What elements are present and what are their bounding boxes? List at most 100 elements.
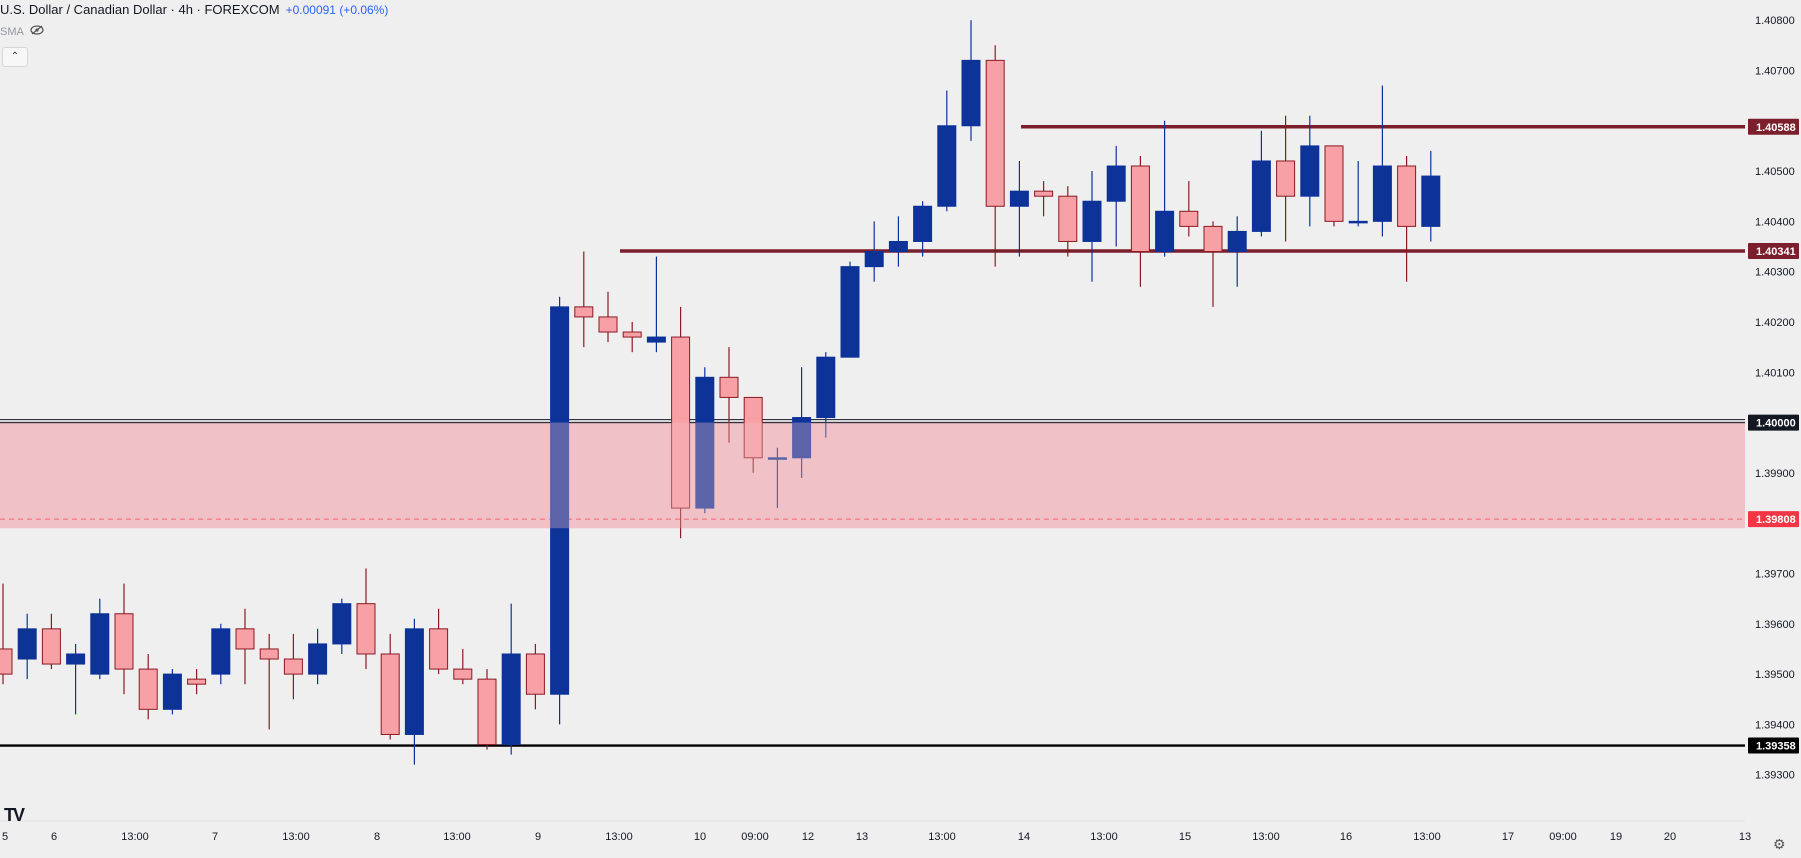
candle-body — [767, 457, 787, 460]
candle-body — [574, 306, 594, 318]
candle-body — [259, 648, 279, 660]
candle-body — [66, 653, 86, 665]
candle-body — [743, 396, 763, 459]
x-tick-label: 13:00 — [1413, 831, 1441, 843]
candle-body — [41, 628, 61, 665]
indicator-label[interactable]: SMA — [0, 25, 24, 38]
x-tick-label: 6 — [51, 831, 57, 843]
x-tick-label: 10 — [694, 831, 706, 843]
candle-body — [283, 658, 303, 675]
candle-body — [598, 316, 618, 333]
level-label: 1.40341 — [1756, 246, 1796, 258]
candle-body — [356, 603, 376, 655]
candle-body — [114, 613, 134, 670]
level-label-bg — [1748, 511, 1799, 528]
symbol-title[interactable]: U.S. Dollar / Canadian Dollar · 4h · FOR… — [0, 2, 280, 17]
chevron-up-icon[interactable]: ⌃ — [2, 47, 28, 67]
candle-body — [429, 628, 449, 670]
x-tick-label: 13 — [856, 831, 868, 843]
x-tick-label: 14 — [1018, 831, 1030, 843]
y-tick-label: 1.40500 — [1755, 166, 1795, 178]
eye-off-icon[interactable] — [30, 25, 44, 38]
candle-body — [404, 628, 424, 735]
candle-body — [864, 251, 884, 268]
candle-body — [671, 336, 691, 509]
level-label-bg — [1748, 414, 1799, 431]
candle-body — [816, 356, 836, 419]
candle-body — [1009, 190, 1029, 207]
candle-body — [453, 668, 473, 680]
candle-body — [525, 653, 545, 695]
candle-body — [1251, 160, 1271, 232]
x-tick-label: 13 — [1739, 831, 1751, 843]
candle-body — [840, 266, 860, 358]
candle-body — [1082, 200, 1102, 242]
x-tick-label: 16 — [1340, 831, 1352, 843]
y-tick-label: 1.39300 — [1755, 770, 1795, 782]
candle-body — [792, 417, 812, 459]
x-tick-label: 9 — [535, 831, 541, 843]
candle-body — [17, 628, 37, 660]
support-zone — [0, 422, 1745, 529]
level-label-bg — [1748, 118, 1799, 135]
x-tick-label: 15 — [1179, 831, 1191, 843]
candle-body — [695, 376, 715, 509]
x-tick-label: 13:00 — [928, 831, 956, 843]
support-zone-overlay — [0, 422, 1745, 529]
candle-body — [622, 331, 642, 338]
candle-body — [477, 678, 497, 746]
candle-body — [1106, 165, 1126, 202]
candle-body — [1397, 165, 1417, 227]
candle-body — [937, 125, 957, 207]
price-change: +0.00091 (+0.06%) — [285, 3, 389, 17]
level-label: 1.39808 — [1756, 514, 1796, 526]
candle-body — [1155, 210, 1175, 253]
y-tick-label: 1.40700 — [1755, 65, 1795, 77]
x-tick-label: 13:00 — [605, 831, 633, 843]
candle-body — [1324, 145, 1344, 222]
tv-logo-icon: TV — [4, 805, 25, 825]
candle-body — [1058, 195, 1078, 242]
candle-body — [1034, 190, 1054, 197]
candle-body — [985, 59, 1005, 207]
level-label-bg — [1748, 737, 1799, 754]
candle-body — [1421, 175, 1441, 227]
x-tick-label: 5 — [2, 831, 8, 843]
candle-body — [235, 628, 255, 650]
x-tick-label: 13:00 — [1252, 831, 1280, 843]
x-tick-label: 09:00 — [1549, 831, 1577, 843]
y-tick-label: 1.39500 — [1755, 669, 1795, 681]
candle-body — [90, 613, 110, 675]
x-tick-label: 20 — [1664, 831, 1676, 843]
y-tick-label: 1.40400 — [1755, 216, 1795, 228]
gear-icon[interactable]: ⚙ — [1773, 836, 1786, 852]
candle-body — [380, 653, 400, 735]
candle-body — [187, 678, 207, 685]
x-tick-label: 13:00 — [1090, 831, 1118, 843]
x-tick-label: 8 — [374, 831, 380, 843]
candle-body — [308, 643, 328, 675]
candle-body — [1372, 165, 1392, 222]
x-tick-label: 09:00 — [741, 831, 769, 843]
candle-body — [961, 59, 981, 127]
candle-body — [1227, 230, 1247, 253]
candle-body — [1348, 220, 1368, 224]
y-tick-label: 1.40200 — [1755, 317, 1795, 329]
candle-body — [646, 336, 666, 343]
y-tick-label: 1.40800 — [1755, 15, 1795, 27]
x-tick-label: 13:00 — [282, 831, 310, 843]
x-tick-label: 17 — [1502, 831, 1514, 843]
level-label: 1.40000 — [1756, 418, 1796, 430]
level-label: 1.40588 — [1756, 122, 1796, 134]
candle-body — [1203, 225, 1223, 253]
candle-body — [332, 603, 352, 645]
y-tick-label: 1.40300 — [1755, 267, 1795, 279]
y-tick-label: 1.39400 — [1755, 719, 1795, 731]
x-tick-label: 13:00 — [443, 831, 471, 843]
y-tick-label: 1.39700 — [1755, 568, 1795, 580]
candle-body — [1300, 145, 1320, 197]
y-tick-label: 1.39900 — [1755, 468, 1795, 480]
candle-body — [1276, 160, 1296, 197]
x-tick-label: 13:00 — [121, 831, 149, 843]
